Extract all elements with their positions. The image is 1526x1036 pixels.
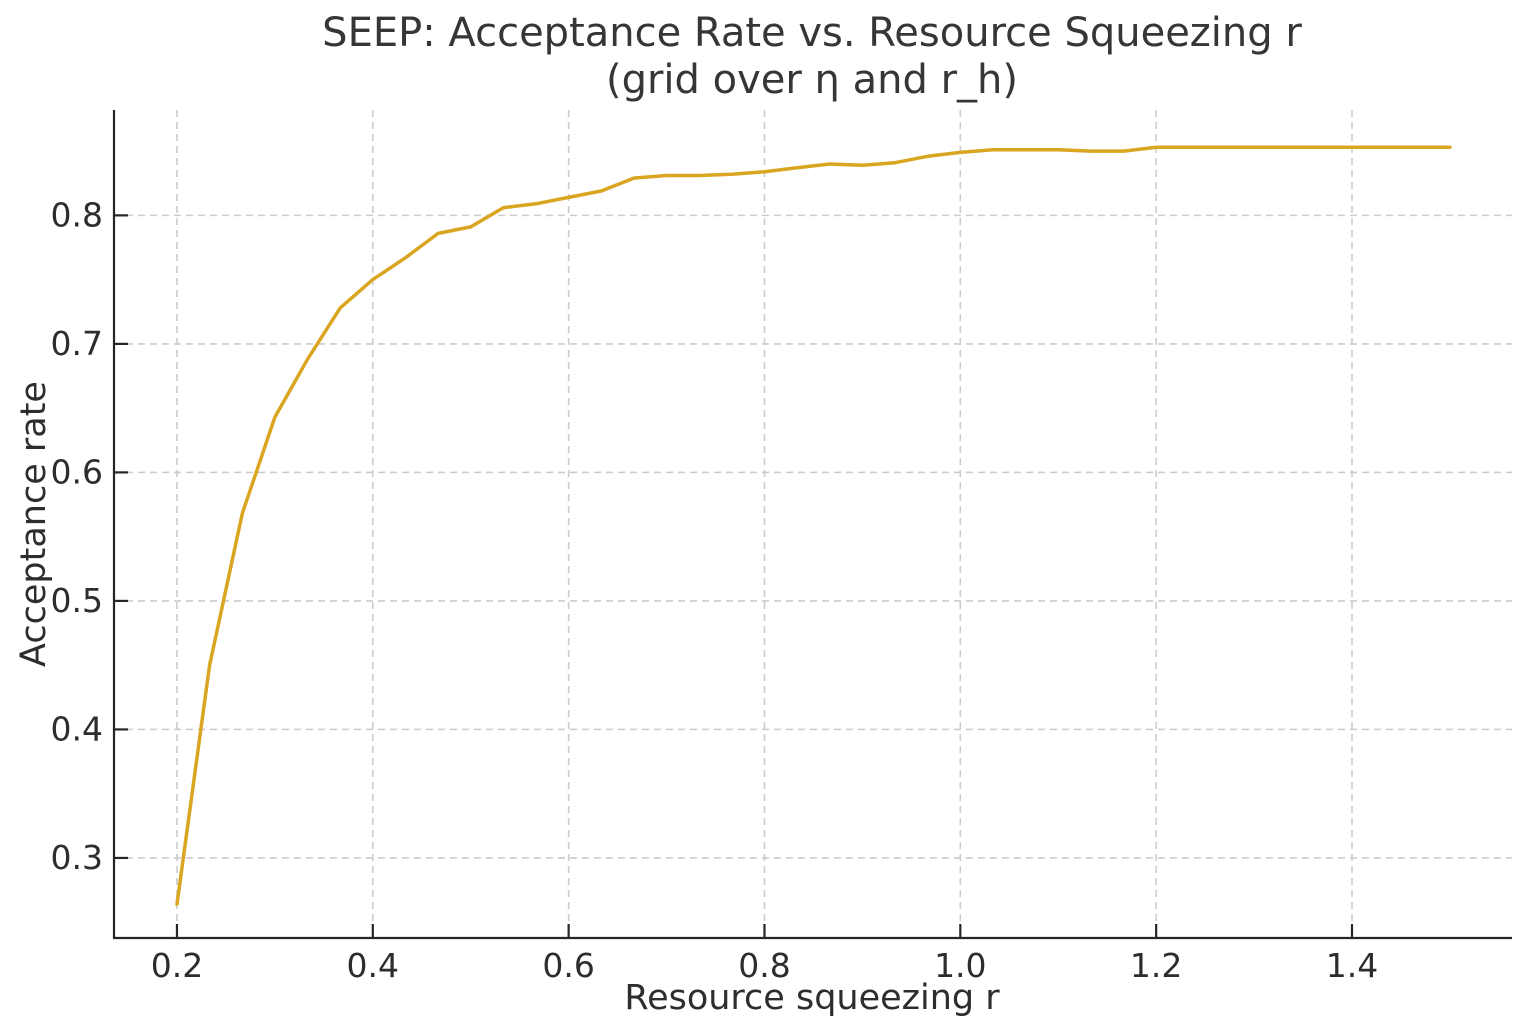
y-axis-label: Acceptance rate bbox=[14, 381, 54, 667]
chart-title-line2: (grid over η and r_h) bbox=[605, 56, 1018, 103]
x-tick-label: 0.6 bbox=[542, 946, 594, 985]
y-tick-label: 0.5 bbox=[51, 581, 103, 620]
y-tick-label: 0.8 bbox=[51, 195, 103, 234]
x-tick-label: 0.4 bbox=[347, 946, 399, 985]
x-tick-label: 1.2 bbox=[1130, 946, 1182, 985]
chart-title-line1: SEEP: Acceptance Rate vs. Resource Squee… bbox=[322, 10, 1302, 56]
acceptance-rate-curve bbox=[175, 145, 1452, 906]
x-tick-label: 0.8 bbox=[738, 946, 790, 985]
y-tick-label: 0.3 bbox=[51, 838, 103, 877]
y-tick-label: 0.7 bbox=[51, 324, 103, 363]
y-tick-label: 0.4 bbox=[51, 709, 103, 748]
y-tick-label: 0.6 bbox=[51, 452, 103, 491]
x-axis-label: Resource squeezing r bbox=[624, 978, 1000, 1018]
x-tick-label: 1.0 bbox=[934, 946, 986, 985]
x-tick-label: 1.4 bbox=[1326, 946, 1378, 985]
chart-title: SEEP: Acceptance Rate vs. Resource Squee… bbox=[322, 10, 1302, 104]
x-tick-label: 0.2 bbox=[151, 946, 203, 985]
